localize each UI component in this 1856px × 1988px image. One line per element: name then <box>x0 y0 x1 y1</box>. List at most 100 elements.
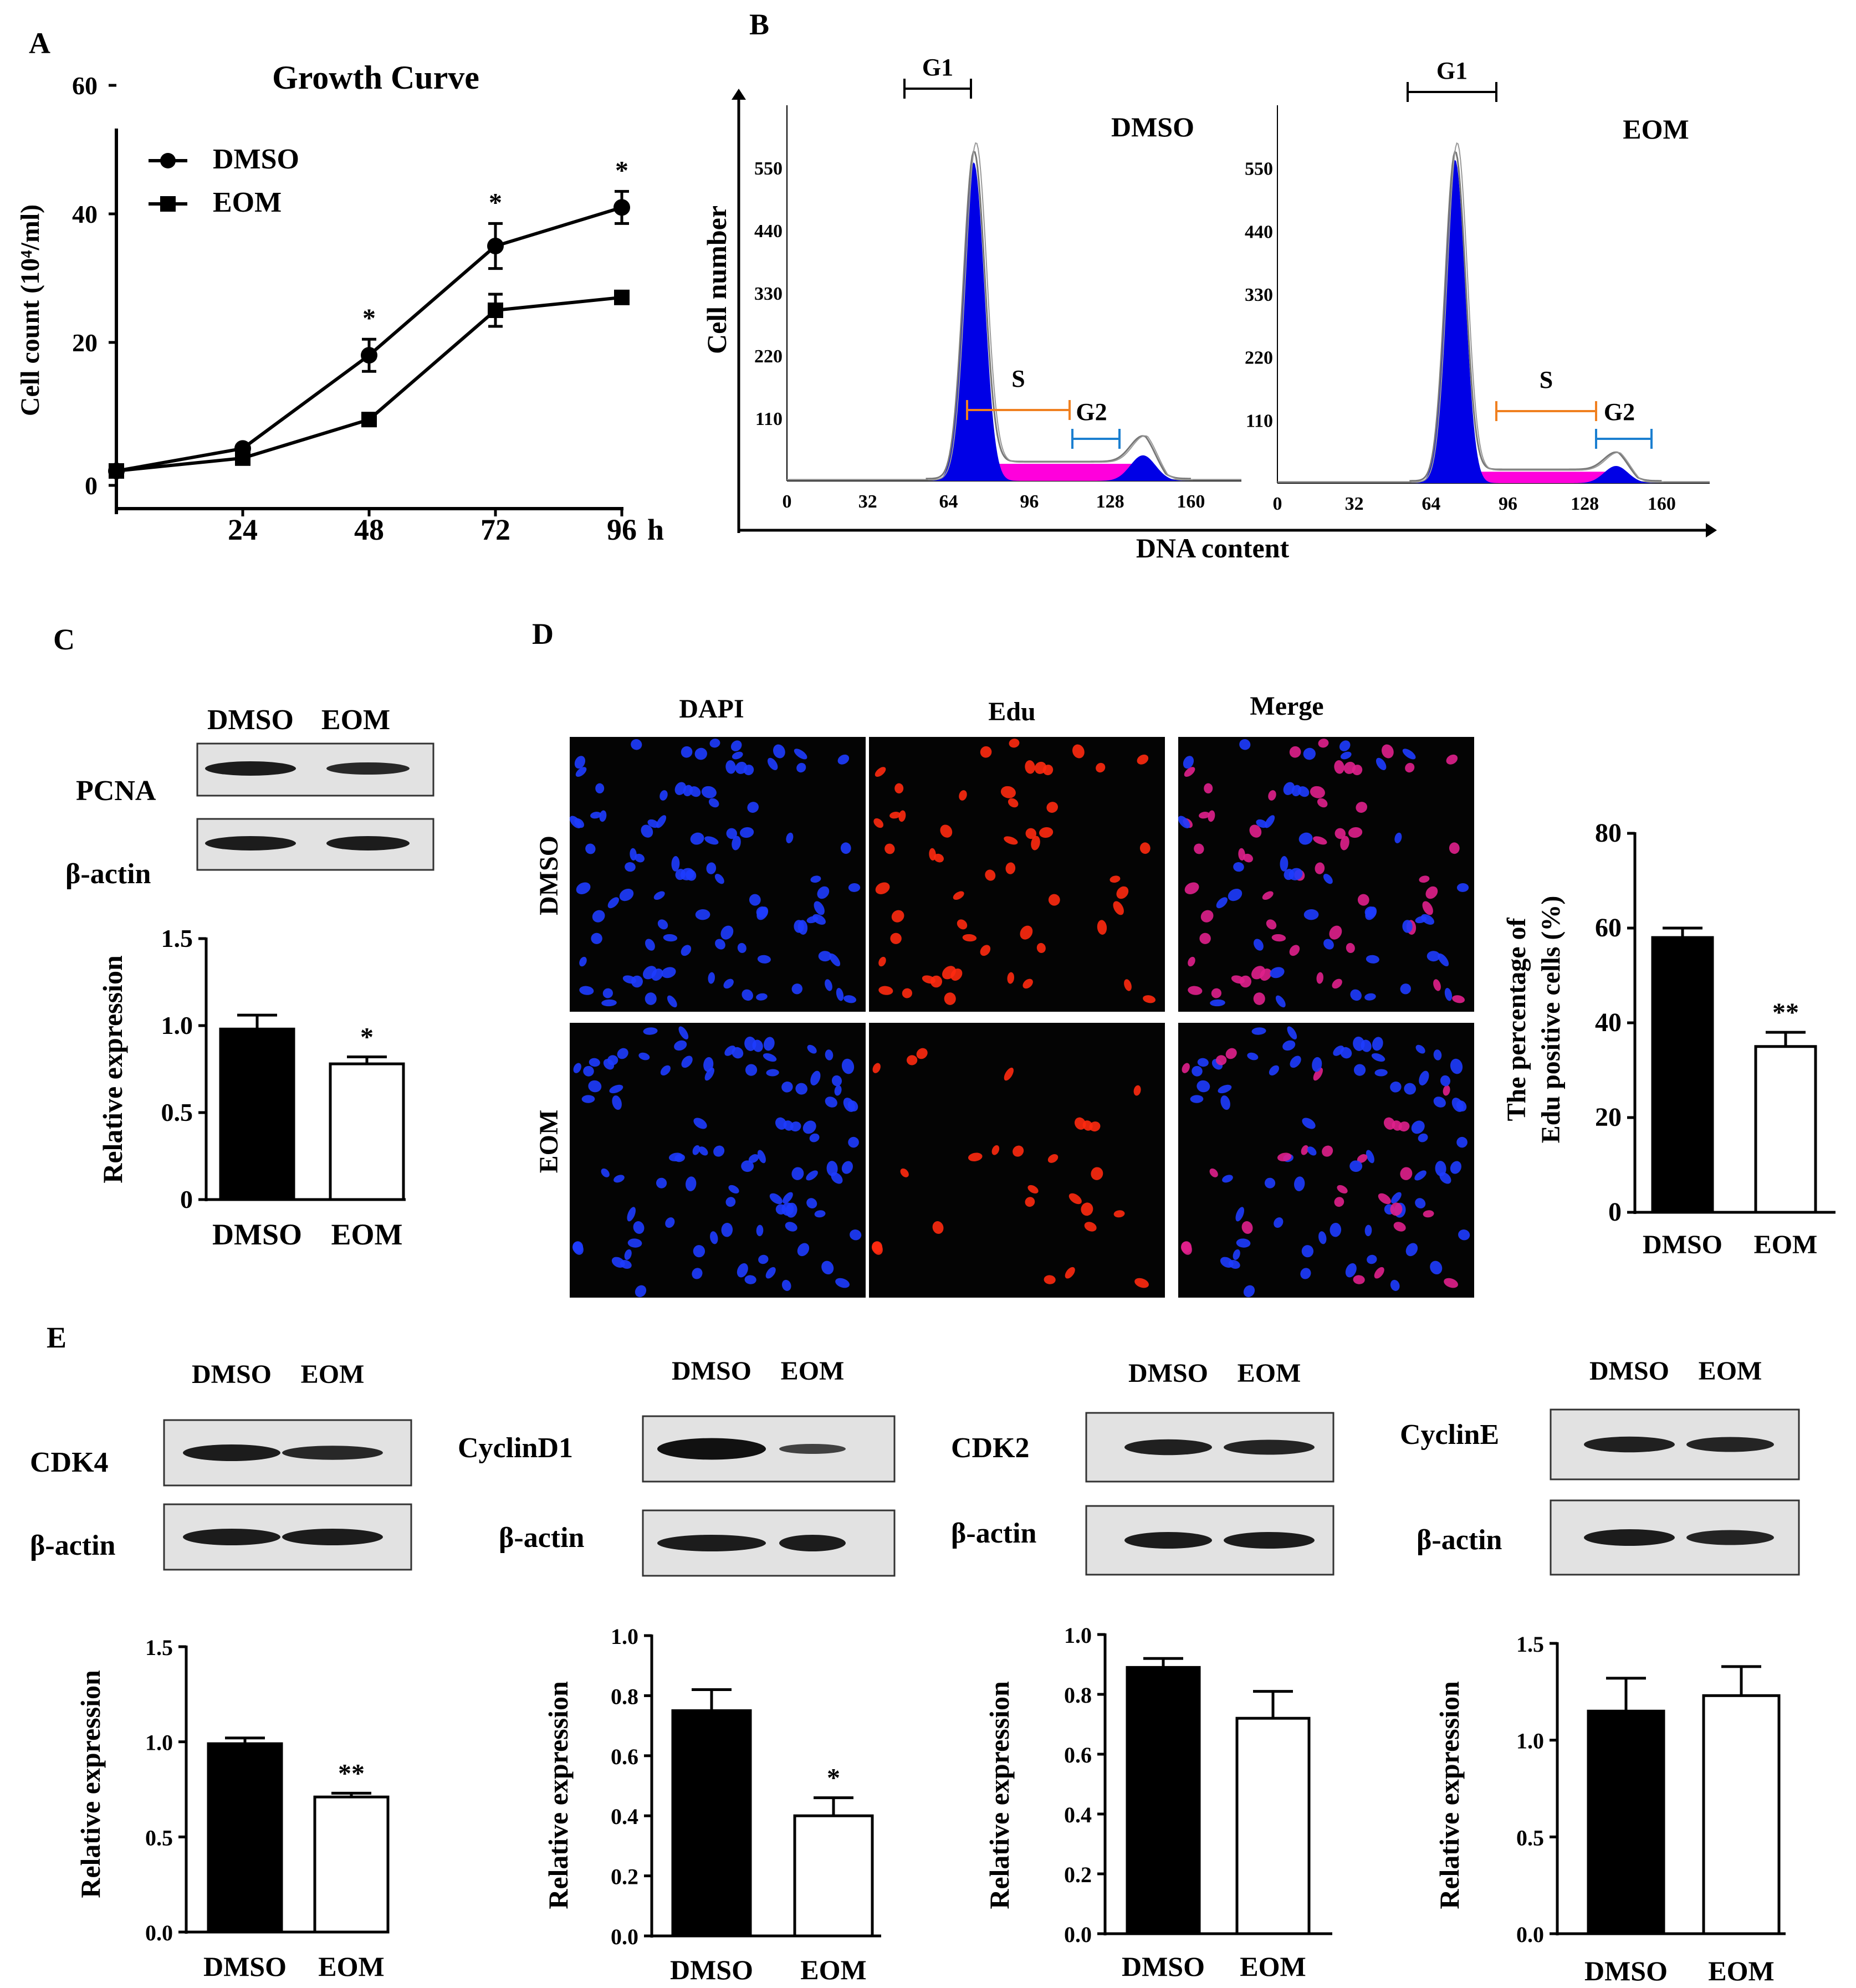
edu-nucleus <box>706 862 717 874</box>
edu-nucleus <box>617 1048 628 1059</box>
flow-gate-s-label: S <box>1011 365 1025 392</box>
edu-nucleus <box>850 1229 862 1241</box>
edu-nucleus <box>1197 1058 1209 1067</box>
edu-nucleus <box>720 925 734 940</box>
edu-nucleus <box>1262 891 1274 900</box>
edu-nucleus <box>1421 914 1434 925</box>
edu-nucleus <box>932 1221 944 1234</box>
growth-x-tick-label: 96 <box>607 513 637 546</box>
edu-nucleus <box>1390 1202 1403 1216</box>
flow-y-tick-label: 550 <box>754 158 783 179</box>
edu-nucleus <box>631 739 642 750</box>
edu-nucleus <box>1178 816 1190 828</box>
edu-nucleus <box>1440 1075 1451 1087</box>
edu-nucleus <box>709 739 720 748</box>
e-control-label: β-actin <box>1417 1524 1502 1556</box>
edu-nucleus <box>1046 802 1058 813</box>
edu-nucleus <box>796 762 806 773</box>
edu-nucleus <box>1366 955 1379 964</box>
edu-nucleus <box>1289 868 1303 880</box>
edu-nucleus <box>1433 1049 1442 1060</box>
edu-nucleus <box>1390 1279 1400 1291</box>
edu-nucleus <box>1378 1193 1391 1205</box>
edu-nucleus <box>1334 1197 1344 1207</box>
edu-nucleus <box>1137 754 1149 765</box>
flow-y-tick-label: 220 <box>1245 348 1273 368</box>
edu-nucleus <box>1444 988 1453 1001</box>
edu-nucleus <box>739 827 754 838</box>
growth-point-eom <box>361 412 377 428</box>
edu-nucleus <box>1405 1243 1418 1257</box>
e-band-eom <box>1686 1437 1774 1452</box>
edu-nucleus <box>810 1070 821 1086</box>
edu-nucleus <box>1364 906 1377 918</box>
edu-nucleus <box>841 1161 853 1174</box>
edu-nucleus <box>840 842 851 854</box>
edu-nucleus <box>1218 1084 1232 1094</box>
edu-nucleus <box>732 751 743 760</box>
edu-nucleus <box>906 1055 918 1065</box>
pcna-category-label: DMSO <box>212 1218 302 1251</box>
edu-nucleus <box>1022 978 1033 989</box>
edu-nucleus <box>825 1097 837 1108</box>
pcna-band-eom <box>326 762 410 775</box>
edu-nucleus <box>781 1279 791 1291</box>
edu-nucleus <box>1039 827 1054 838</box>
edu-nucleus <box>806 1170 818 1181</box>
edu-nucleus <box>643 966 657 980</box>
edu-nucleus <box>1275 995 1286 1008</box>
edu-nucleus <box>959 790 967 801</box>
edu-nucleus <box>1184 882 1199 894</box>
growth-point-dmso <box>361 347 377 364</box>
e-cdk2-y-tick-label: 0.4 <box>1064 1802 1092 1827</box>
edu-nucleus <box>1318 1231 1327 1244</box>
e-band-dmso <box>657 1438 766 1460</box>
edu-nucleus <box>1005 862 1016 874</box>
edu-nucleus <box>1402 920 1413 933</box>
edu-nucleus <box>1337 1185 1348 1194</box>
edu-nucleus <box>601 999 617 1007</box>
pcna-bar-chart: 0 0.5 1.0 1.5 DMSO * EOM Relative expression <box>97 924 406 1251</box>
edu-nucleus <box>619 888 634 901</box>
edu-nucleus <box>821 1261 834 1275</box>
e-band-dmso <box>183 1444 280 1461</box>
flow-x-tick-label: 64 <box>1422 494 1440 514</box>
edu-nucleus <box>968 1152 983 1161</box>
edu-ylabel-line1: The percentage of <box>1502 917 1531 1121</box>
edu-nucleus <box>645 939 655 951</box>
flow-y-tick-label: 330 <box>1245 285 1273 305</box>
panel-e-cycline: DMSO EOM CyclinE β-actin 0.0 0.5 1.0 1.5 DMSO EOM… <box>1400 1356 1800 1986</box>
edu-nucleus <box>693 1118 707 1129</box>
edu-nucleus <box>737 1263 748 1278</box>
edu-nucleus <box>686 1176 697 1191</box>
edu-nucleus <box>1353 1064 1366 1076</box>
edu-nucleus <box>875 767 886 777</box>
e-cycline-ylabel: Relative expression <box>1434 1681 1465 1909</box>
edu-nucleus <box>1233 862 1244 872</box>
edu-nucleus <box>1405 762 1415 773</box>
edu-nucleus <box>609 1084 623 1094</box>
edu-nucleus <box>575 767 587 777</box>
flow-g1-peak <box>1409 160 1662 483</box>
e-band-eom <box>1224 1439 1315 1455</box>
edu-nucleus <box>1312 1057 1322 1072</box>
edu-nucleus <box>745 1064 758 1076</box>
edu-nucleus <box>1084 1222 1097 1232</box>
edu-nucleus <box>1298 786 1310 797</box>
edu-nucleus <box>1089 1121 1101 1132</box>
growth-curve-title: Growth Curve <box>272 59 479 96</box>
edu-nucleus <box>1225 1048 1237 1059</box>
edu-nucleus <box>681 746 693 758</box>
e-cycline-y-tick-label: 0.5 <box>1516 1825 1544 1850</box>
edu-nucleus <box>1266 919 1277 930</box>
edu-nucleus <box>1433 1097 1446 1108</box>
edu-nucleus <box>633 1221 645 1234</box>
edu-nucleus <box>647 819 659 828</box>
e-cdk2-y-tick-label: 0.8 <box>1064 1683 1092 1708</box>
pcna-significance: * <box>360 1023 374 1052</box>
pcna-western-blot: DMSO EOM PCNA β-actin <box>65 704 434 890</box>
e-cyclind1-bar-eom <box>793 1814 874 1938</box>
e-control-label: β-actin <box>499 1522 585 1554</box>
edu-nucleus <box>1008 798 1019 808</box>
e-cdk4-category-label: DMSO <box>203 1951 287 1982</box>
